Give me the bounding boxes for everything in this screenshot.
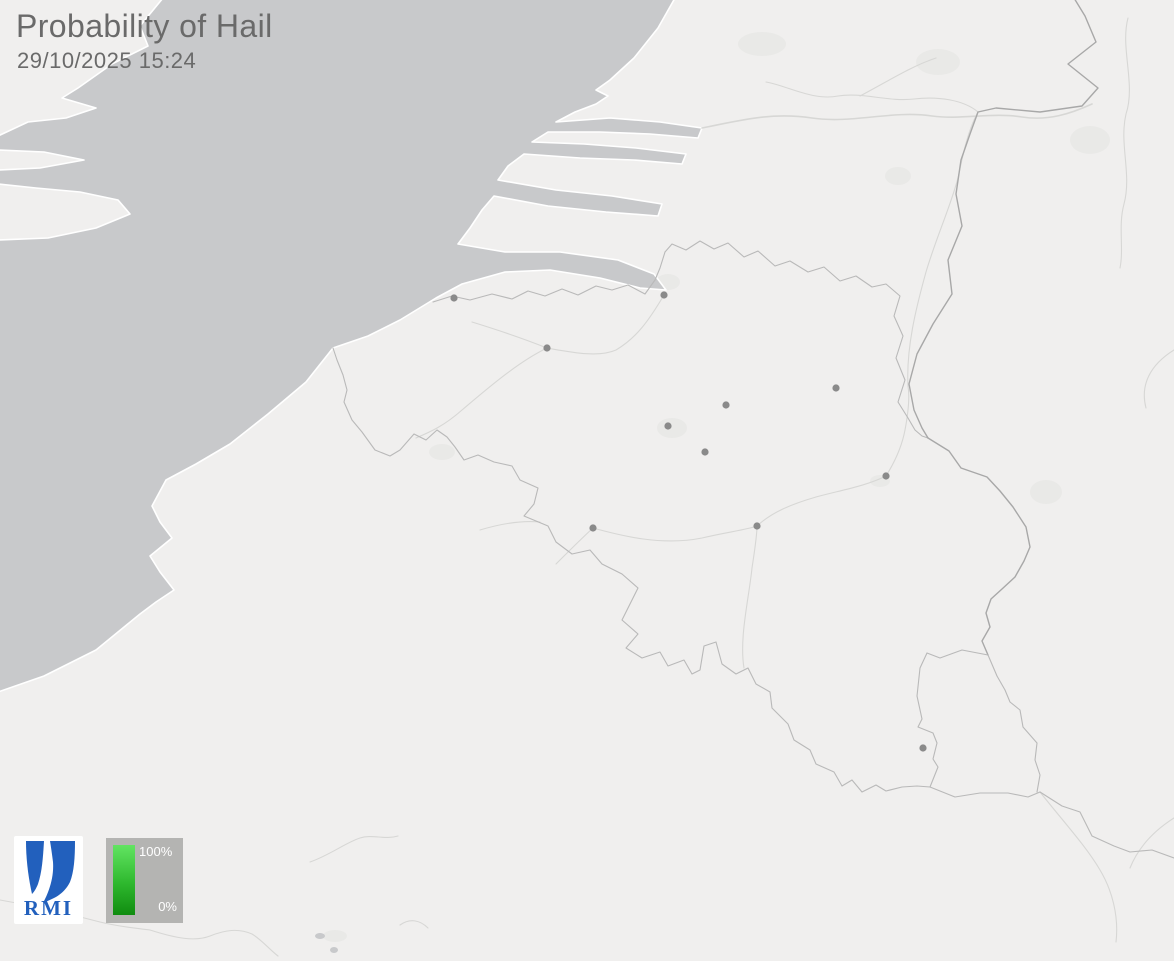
- border-lu-de: [987, 654, 1041, 793]
- border-fr-de: [1039, 791, 1174, 859]
- rmi-logo-mark: [26, 841, 75, 903]
- north-sea: [0, 0, 703, 693]
- city-marker: [722, 401, 730, 409]
- map-timestamp: 29/10/2025 15:24: [17, 48, 197, 73]
- border-be-lu: [916, 649, 989, 788]
- rmi-logo: RMI: [14, 836, 83, 924]
- city-marker: [589, 524, 597, 532]
- map-title: Probability of Hail: [16, 8, 273, 44]
- legend-min-label: 0%: [158, 899, 177, 914]
- urban-patches: [323, 32, 1110, 942]
- city-marker: [543, 344, 551, 352]
- legend-max-label: 100%: [139, 844, 173, 859]
- border-be-nl-west: [432, 251, 666, 303]
- city-marker: [701, 448, 709, 456]
- border-be-de: [927, 437, 1031, 656]
- border-be-nl-east: [664, 240, 929, 439]
- city-marker: [919, 744, 927, 752]
- legend-gradient-bar: [113, 845, 135, 915]
- rmi-logo-right-shape: [43, 841, 75, 903]
- rmi-logo-left-shape: [26, 841, 44, 894]
- border-nl-de: [908, 0, 1099, 439]
- city-marker: [882, 472, 890, 480]
- city-markers: [450, 291, 927, 752]
- city-marker: [664, 422, 672, 430]
- lakes: [315, 933, 338, 953]
- border-fr-be: [332, 347, 931, 793]
- city-marker: [753, 522, 761, 530]
- border-fr-lu: [929, 786, 1041, 798]
- rmi-logo-text: RMI: [23, 896, 74, 920]
- city-marker: [660, 291, 668, 299]
- probability-legend: 100% 0%: [106, 838, 183, 923]
- city-marker: [450, 294, 458, 302]
- country-borders: [332, 0, 1174, 859]
- city-marker: [832, 384, 840, 392]
